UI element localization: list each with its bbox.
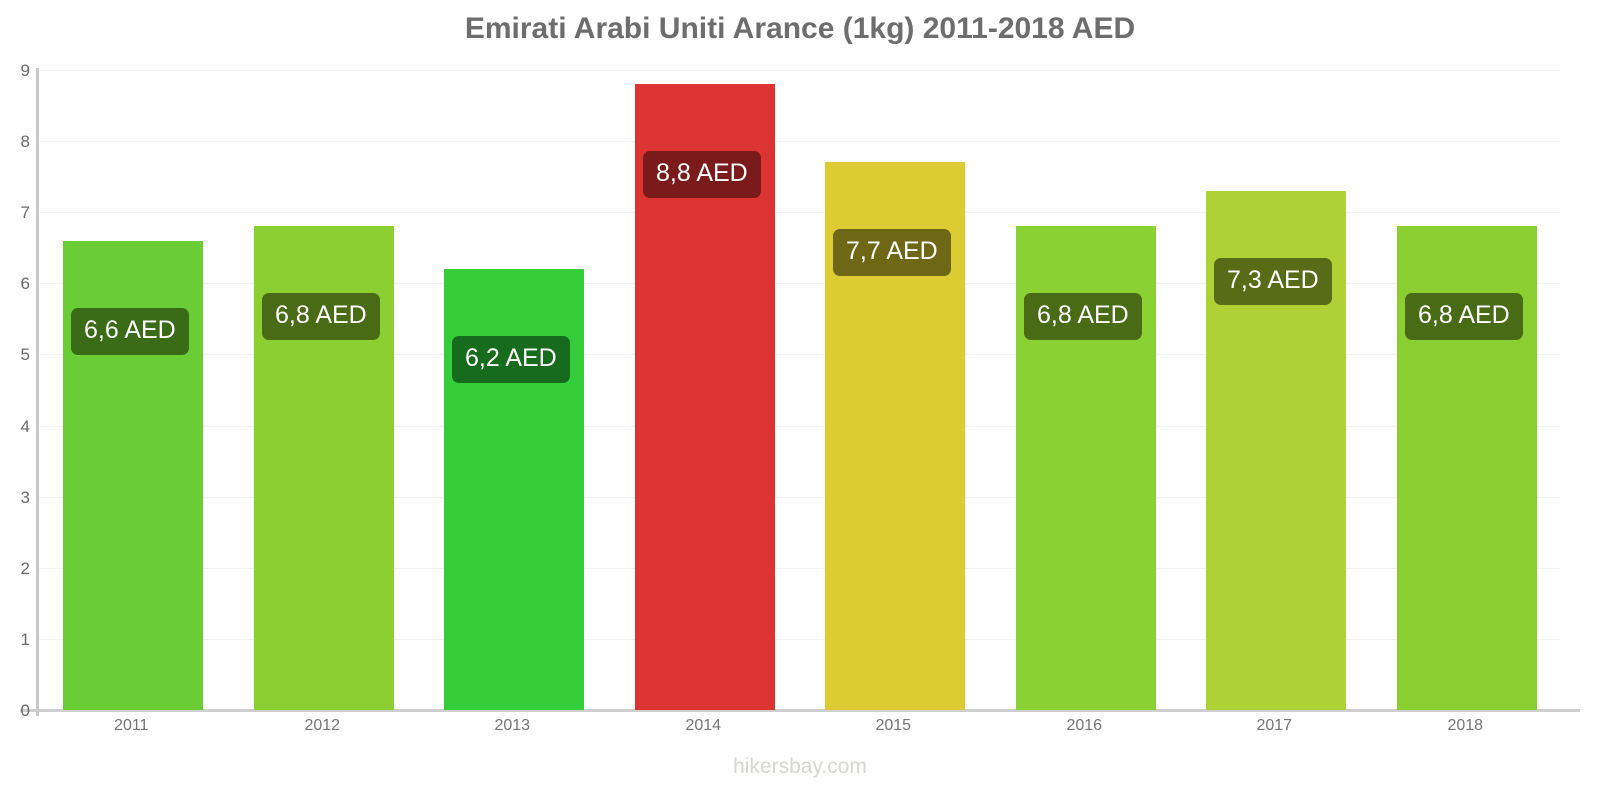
y-axis-tick-label: 6 — [20, 274, 30, 294]
y-axis-tick-labels: 0 1 2 3 4 5 6 7 8 9 — [0, 0, 30, 800]
gridline — [36, 283, 1560, 285]
y-axis-tick-label: 7 — [20, 203, 30, 223]
bar-value-label: 6,2 AED — [452, 336, 570, 384]
gridline — [36, 212, 1560, 214]
gridline — [36, 141, 1560, 143]
x-axis-tick-label: 2013 — [494, 717, 531, 734]
y-axis-tick-label: 8 — [20, 132, 30, 152]
x-axis-tick-label: 2011 — [114, 717, 149, 734]
y-axis-tick-label: 5 — [20, 345, 30, 365]
bar-value-label: 7,7 AED — [833, 229, 951, 277]
bar-value-label: 8,8 AED — [643, 151, 761, 199]
bar-series: 6,6 AED 6,8 AED 6,2 AED 8,8 AED 7,7 AED 6,8 A… — [36, 70, 1560, 710]
gridline — [36, 354, 1560, 356]
x-axis-tick-label: 2016 — [1066, 717, 1103, 734]
gridline — [36, 425, 1560, 427]
gridline — [36, 567, 1560, 569]
y-axis-tick-label: 4 — [20, 416, 30, 436]
gridline — [36, 70, 1560, 71]
gridline — [36, 496, 1560, 498]
bar-value-label: 6,8 AED — [1405, 293, 1523, 341]
y-axis-tick-label: 1 — [20, 629, 30, 649]
x-axis-tick-label: 2012 — [304, 717, 341, 734]
y-axis-tick-label: 0 — [20, 701, 30, 720]
x-axis-tick-label: 2017 — [1256, 717, 1293, 734]
x-axis-tick-label: 2018 — [1447, 717, 1484, 734]
x-axis-tick-label: 2015 — [875, 717, 912, 734]
bar-value-label: 6,8 AED — [262, 293, 380, 341]
y-axis-line — [36, 68, 39, 716]
bar-value-label: 6,8 AED — [1024, 293, 1142, 341]
x-axis-tick-label: 2014 — [685, 717, 722, 734]
chart-title: Emirati Arabi Uniti Arance (1kg) 2011-20… — [464, 12, 1136, 45]
source-watermark: hikersbay.com — [733, 755, 867, 778]
bar-value-label: 6,6 AED — [71, 307, 189, 355]
bar-value-label: 7,3 AED — [1214, 257, 1332, 305]
x-axis-line — [20, 709, 1580, 712]
y-axis-tick-label: 3 — [20, 487, 30, 507]
y-axis-tick-label: 9 — [20, 61, 30, 80]
y-axis-tick-label: 2 — [20, 558, 30, 578]
x-axis-tick-labels: 2011 2012 2013 2014 2015 2016 2017 2018 — [36, 718, 1560, 748]
gridline — [36, 638, 1560, 640]
